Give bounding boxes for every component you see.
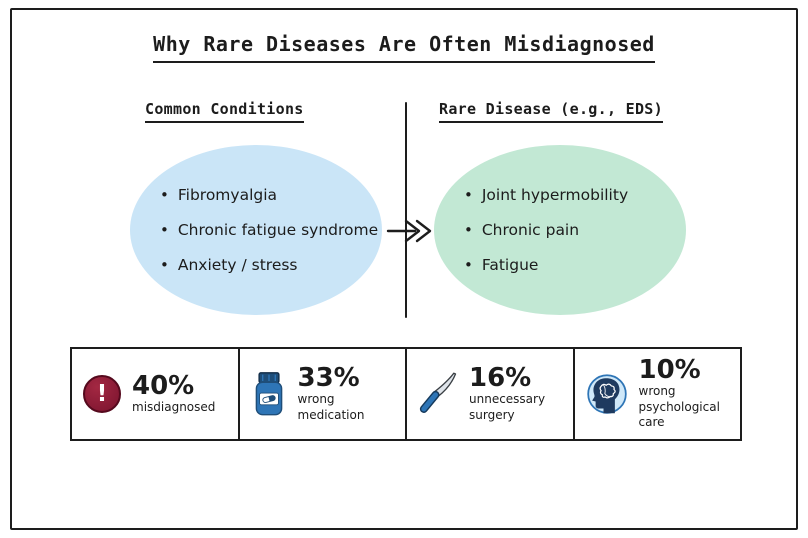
stat-label: unnecessary surgery (469, 392, 546, 422)
stat-value: 40% (132, 370, 195, 401)
stat-label: wrong psychological care (638, 384, 720, 430)
stat-unnecessary-surgery: 16% unnecessary surgery (407, 349, 575, 439)
stat-misdiagnosed: ! 40% misdiagnosed (72, 349, 240, 439)
stat-text: 40% misdiagnosed (132, 370, 216, 416)
rare-disease-bubble: Joint hypermobility Chronic pain Fatigue (434, 145, 686, 315)
scalpel-icon (418, 372, 458, 416)
title-row: Why Rare Diseases Are Often Misdiagnosed (12, 32, 796, 63)
stat-text: 10% wrong psychological care (638, 354, 730, 431)
stat-value: 16% (469, 362, 532, 393)
head-brain-icon (586, 373, 628, 415)
rare-disease-heading: Rare Disease (e.g., EDS) (439, 100, 663, 123)
list-item: Fibromyalgia (160, 186, 378, 204)
arrow-icon (386, 215, 434, 251)
common-conditions-heading: Common Conditions (145, 100, 304, 123)
list-item: Anxiety / stress (160, 256, 378, 274)
stat-value: 33% (297, 362, 360, 393)
stat-label: misdiagnosed (132, 399, 216, 414)
exclamation-icon: ! (83, 375, 121, 413)
stat-text: 16% unnecessary surgery (469, 362, 562, 423)
page-title: Why Rare Diseases Are Often Misdiagnosed (153, 32, 655, 63)
stat-wrong-medication: 33% wrong medication (240, 349, 407, 439)
stats-bar: ! 40% misdiagnosed (70, 347, 742, 441)
list-item: Fatigue (464, 256, 628, 274)
rare-disease-list: Joint hypermobility Chronic pain Fatigue (434, 186, 628, 274)
stat-wrong-psych-care: 10% wrong psychological care (575, 349, 741, 439)
stat-value: 10% (638, 354, 701, 385)
list-item: Joint hypermobility (464, 186, 628, 204)
stat-label: wrong medication (297, 392, 365, 422)
common-conditions-list: Fibromyalgia Chronic fatigue syndrome An… (130, 186, 378, 274)
pill-bottle-icon (251, 371, 287, 417)
list-item: Chronic pain (464, 221, 628, 239)
common-conditions-bubble: Fibromyalgia Chronic fatigue syndrome An… (130, 145, 382, 315)
divider-line (405, 102, 407, 318)
exclamation-glyph: ! (96, 381, 108, 407)
infographic-frame: Why Rare Diseases Are Often Misdiagnosed… (10, 8, 798, 530)
stat-text: 33% wrong medication (297, 362, 395, 423)
list-item: Chronic fatigue syndrome (160, 221, 378, 239)
